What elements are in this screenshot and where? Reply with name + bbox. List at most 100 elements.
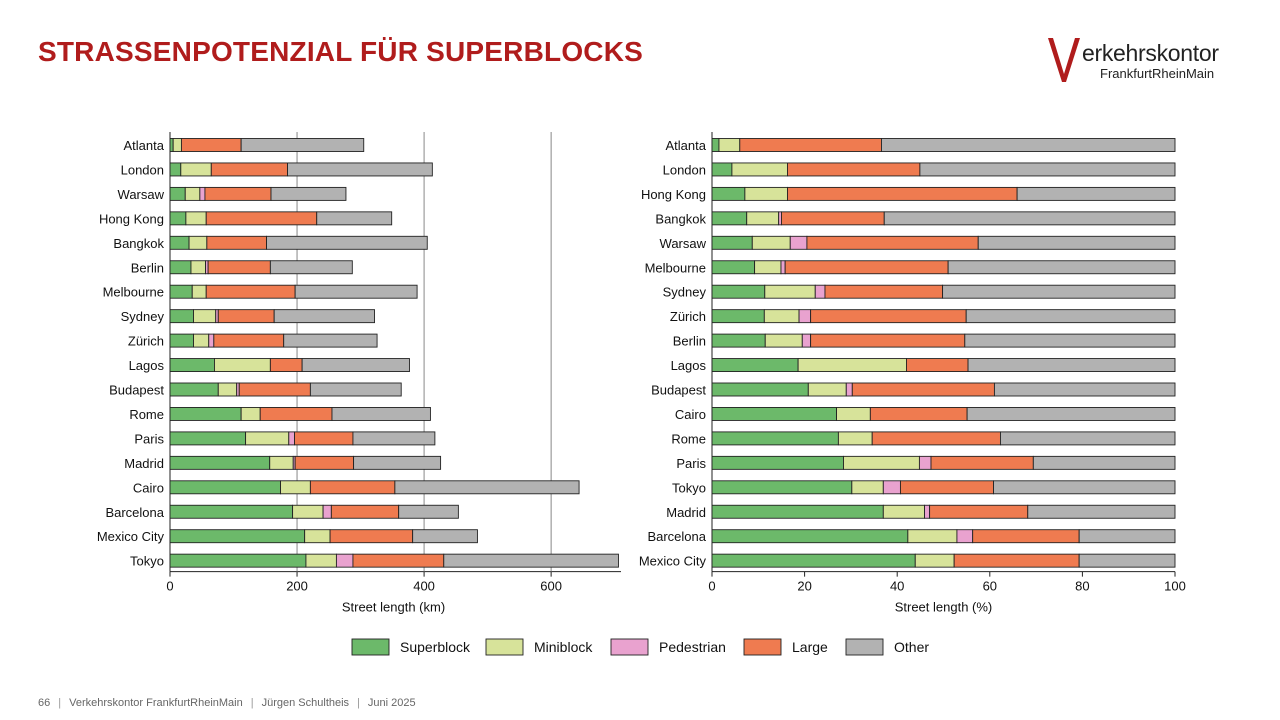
bar-segment-mexico-city-large bbox=[329, 529, 414, 544]
bar-segment-london-superblock bbox=[169, 162, 182, 177]
bar-segment-mexico-city-superblock bbox=[169, 529, 306, 544]
x-tick-label: 400 bbox=[413, 579, 435, 594]
bar-segment-barcelona-miniblock bbox=[292, 504, 324, 519]
bar-segment-melbourne-superblock bbox=[711, 260, 756, 275]
bar-segment-berlin-pedestrian bbox=[801, 333, 812, 348]
bar-segment-melbourne-other bbox=[294, 284, 418, 299]
bar-segment-lagos-superblock bbox=[169, 358, 215, 372]
bar-segment-rome-other bbox=[999, 431, 1176, 446]
x-axis-title: Street length (%) bbox=[895, 600, 993, 615]
bar-segment-atlanta-large bbox=[180, 138, 242, 152]
category-label: Lagos bbox=[129, 358, 165, 373]
bar-segment-atlanta-superblock bbox=[169, 138, 174, 152]
category-label: Paris bbox=[676, 456, 706, 471]
bar-segment-budapest-other bbox=[993, 382, 1176, 397]
bar-segment-budapest-superblock bbox=[711, 382, 809, 397]
legend-label-pedestrian: Pedestrian bbox=[659, 639, 726, 655]
category-label: Berlin bbox=[673, 334, 706, 349]
bar-segment-barcelona-miniblock bbox=[907, 529, 958, 544]
bar-segment-zurich-miniblock bbox=[193, 333, 210, 348]
x-tick-label: 40 bbox=[890, 579, 904, 594]
bar-segment-budapest-other bbox=[309, 382, 402, 397]
bar-segment-bangkok-miniblock bbox=[188, 235, 208, 250]
bar-segment-paris-pedestrian bbox=[918, 455, 932, 470]
bar-segment-madrid-pedestrian bbox=[924, 504, 931, 519]
bar-segment-cairo-other bbox=[394, 480, 580, 495]
bar-segment-warsaw-miniblock bbox=[751, 235, 791, 250]
category-label: Lagos bbox=[671, 358, 707, 373]
bar-segment-barcelona-pedestrian bbox=[322, 504, 332, 519]
bar-segment-lagos-large bbox=[906, 358, 969, 372]
bar-segment-sydney-large bbox=[217, 309, 275, 324]
legend-label-other: Other bbox=[894, 639, 929, 655]
footer-date: Juni 2025 bbox=[367, 697, 416, 709]
bar-segment-tokyo-pedestrian bbox=[335, 553, 354, 568]
bar-segment-zurich-large bbox=[213, 333, 285, 348]
bar-segment-tokyo-miniblock bbox=[305, 553, 337, 568]
bar-segment-warsaw-superblock bbox=[169, 186, 186, 201]
category-label: Berlin bbox=[131, 260, 164, 275]
bar-segment-tokyo-pedestrian bbox=[882, 480, 901, 495]
bar-segment-barcelona-other bbox=[1078, 529, 1176, 544]
category-label: Sydney bbox=[121, 309, 165, 324]
logo-name: erkehrskontor bbox=[1082, 40, 1219, 66]
bar-segment-lagos-large bbox=[269, 358, 303, 372]
footer-author: Jürgen Schultheis bbox=[261, 697, 350, 709]
legend-swatch-miniblock bbox=[485, 638, 524, 656]
bar-segment-sydney-superblock bbox=[169, 309, 194, 324]
bar-segment-paris-superblock bbox=[169, 431, 247, 446]
bar-segment-london-superblock bbox=[711, 162, 733, 177]
x-tick-label: 80 bbox=[1075, 579, 1089, 594]
footer-org: Verkehrskontor FrankfurtRheinMain bbox=[69, 697, 243, 709]
bar-segment-hong-kong-other bbox=[316, 211, 393, 226]
category-label: Hong Kong bbox=[99, 211, 164, 226]
bar-segment-barcelona-pedestrian bbox=[956, 529, 974, 544]
legend-label-superblock: Superblock bbox=[400, 639, 471, 655]
chart-street-length-km: 0 200 400 600 Street length (km) Atlanta Londo… bbox=[97, 132, 621, 615]
bar-segment-rome-miniblock bbox=[837, 431, 873, 446]
bar-segment-london-miniblock bbox=[180, 162, 212, 177]
bar-segment-budapest-miniblock bbox=[217, 382, 238, 397]
category-label: Sydney bbox=[663, 285, 707, 300]
bar-segment-berlin-superblock bbox=[169, 260, 192, 275]
category-label: Rome bbox=[671, 431, 706, 446]
category-label: Paris bbox=[134, 431, 164, 446]
legend-swatch-large bbox=[743, 638, 782, 656]
category-label: Cairo bbox=[133, 480, 164, 495]
bar-segment-madrid-superblock bbox=[169, 455, 271, 470]
category-label: Hong Kong bbox=[641, 187, 706, 202]
bar-segment-budapest-superblock bbox=[169, 382, 219, 397]
bar-segment-melbourne-large bbox=[784, 260, 949, 275]
bar-segment-berlin-miniblock bbox=[190, 260, 207, 275]
bar-segment-sydney-miniblock bbox=[193, 309, 217, 324]
bar-segment-mexico-city-large bbox=[953, 553, 1080, 568]
bar-segment-zurich-superblock bbox=[169, 333, 194, 348]
bar-segment-lagos-miniblock bbox=[214, 358, 271, 372]
bar-segment-warsaw-superblock bbox=[711, 235, 753, 250]
bar-segment-mexico-city-miniblock bbox=[914, 553, 955, 568]
category-label: Barcelona bbox=[105, 505, 164, 520]
logo-v-mark bbox=[1048, 38, 1080, 82]
bar-segment-zurich-other bbox=[283, 333, 378, 348]
legend-label-miniblock: Miniblock bbox=[534, 639, 593, 655]
bar-segment-paris-superblock bbox=[711, 455, 844, 470]
bar-segment-lagos-superblock bbox=[711, 358, 799, 372]
bar-segment-berlin-other bbox=[964, 333, 1176, 348]
category-label: Warsaw bbox=[660, 236, 707, 251]
category-label: Madrid bbox=[124, 456, 164, 471]
x-tick-label: 0 bbox=[166, 579, 173, 594]
bar-segment-lagos-miniblock bbox=[797, 358, 907, 372]
bar-segment-rome-superblock bbox=[711, 431, 839, 446]
category-label: Warsaw bbox=[118, 187, 165, 202]
bar-segment-cairo-other bbox=[966, 407, 1176, 421]
bar-segment-sydney-other bbox=[942, 284, 1176, 299]
bar-segment-hong-kong-miniblock bbox=[744, 186, 788, 201]
footer-separator: | bbox=[357, 697, 360, 709]
bar-segment-mexico-city-miniblock bbox=[304, 529, 331, 544]
logo-subtitle: FrankfurtRheinMain bbox=[1100, 66, 1215, 81]
bar-segment-rome-other bbox=[331, 407, 431, 421]
bar-segment-bangkok-other bbox=[266, 235, 428, 250]
bar-segment-zurich-pedestrian bbox=[798, 309, 812, 324]
bar-segment-paris-other bbox=[1032, 455, 1176, 470]
bar-segment-tokyo-other bbox=[993, 480, 1176, 495]
